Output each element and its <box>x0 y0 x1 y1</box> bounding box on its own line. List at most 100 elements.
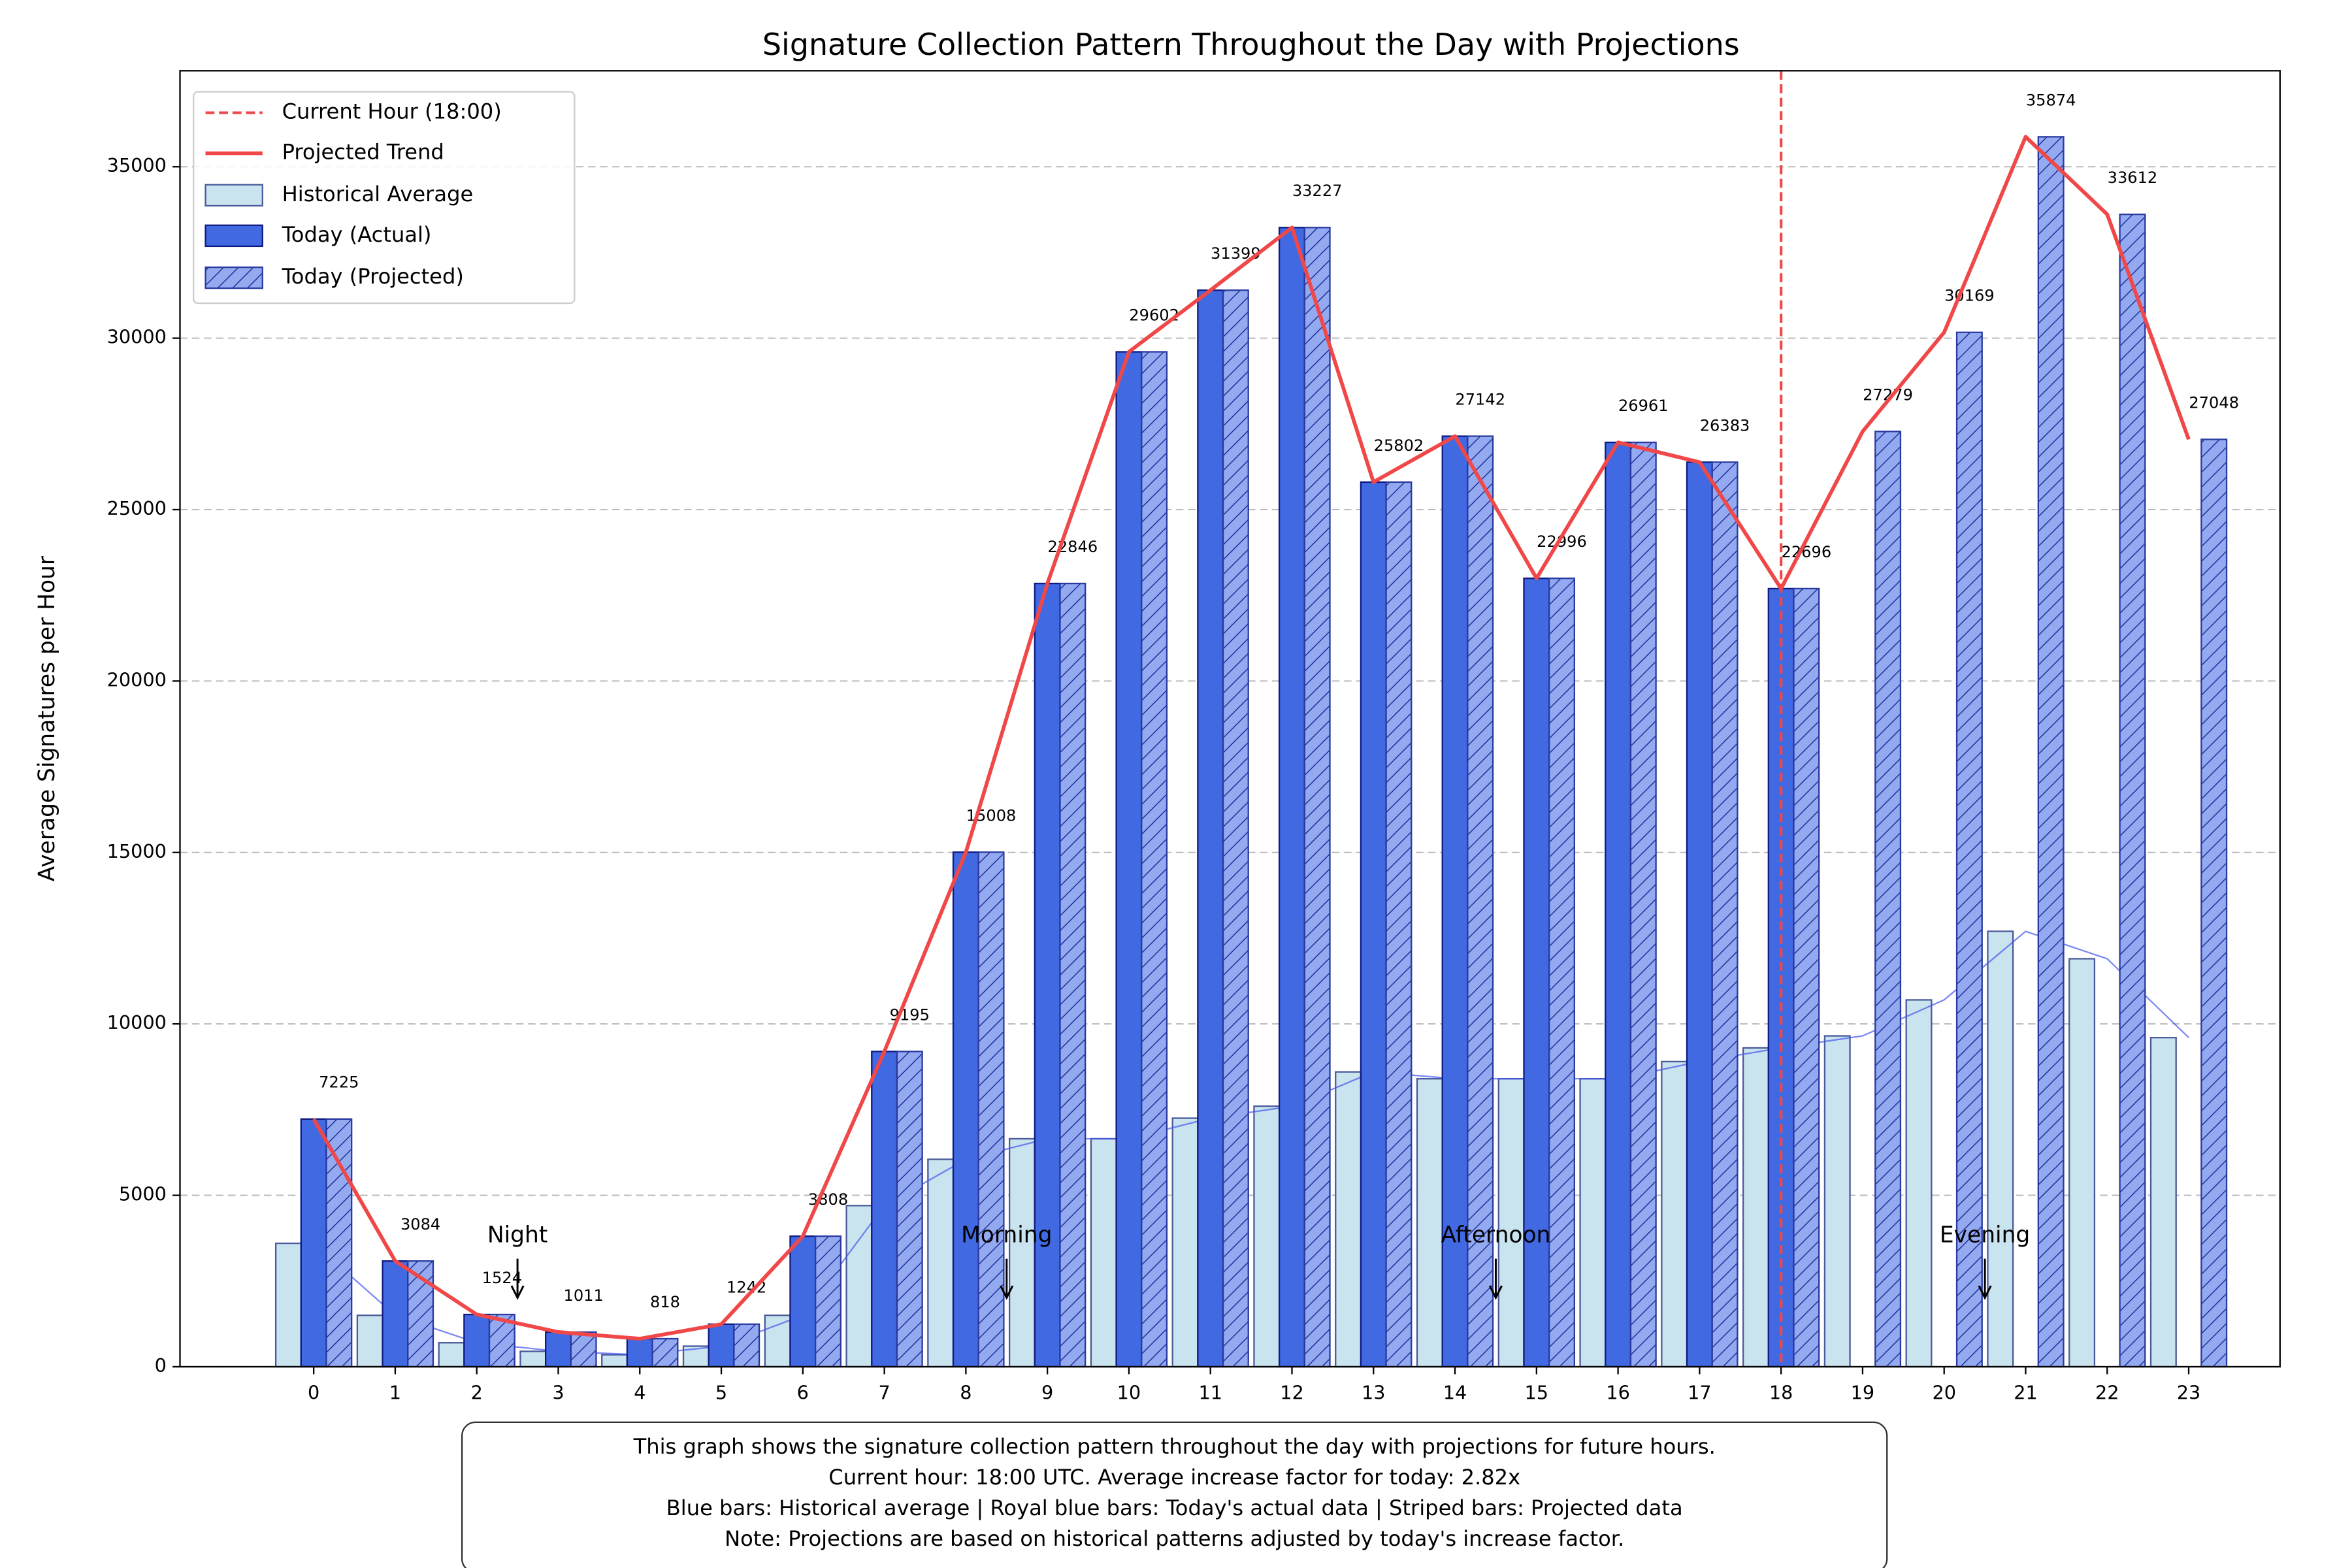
actual-bar <box>952 851 979 1368</box>
projected-bar <box>651 1337 679 1368</box>
value-label: 25802 <box>1374 436 1424 455</box>
legend-label: Historical Average <box>282 182 474 206</box>
historical-bar <box>1171 1117 1199 1368</box>
historical-bar <box>1742 1047 1769 1368</box>
x-tick-label: 2 <box>471 1381 483 1403</box>
value-label: 30169 <box>1944 287 1995 305</box>
projected-bar <box>1059 582 1086 1368</box>
annotation-arrow <box>1978 1258 1992 1300</box>
x-tick-label: 9 <box>1041 1381 1053 1403</box>
projected-bar <box>2119 213 2146 1368</box>
annotation-arrow <box>1488 1258 1503 1300</box>
historical-bar <box>356 1315 384 1368</box>
legend-symbol <box>204 224 263 248</box>
projected-bar <box>1548 578 1575 1368</box>
projected-bar <box>1222 289 1249 1368</box>
legend-label: Today (Projected) <box>282 264 464 289</box>
projected-bar <box>1467 435 1494 1368</box>
value-label: 3084 <box>400 1215 440 1233</box>
x-tick-label: 13 <box>1362 1381 1386 1403</box>
projected-trend <box>312 135 2191 1341</box>
projected-bar <box>1385 481 1413 1368</box>
footnote-box <box>461 1421 1888 1568</box>
x-tick-label: 3 <box>552 1381 564 1403</box>
x-tick-label: 14 <box>1443 1381 1467 1403</box>
value-label: 31399 <box>1211 244 1261 263</box>
value-label: 22846 <box>1048 538 1098 556</box>
actual-bar <box>1034 582 1061 1368</box>
value-label: 26961 <box>1618 397 1669 415</box>
actual-bar <box>1197 289 1224 1368</box>
footnote: This graph shows the signature collectio… <box>461 1421 1888 1568</box>
x-tick-label: 20 <box>1932 1381 1956 1403</box>
chart-title: Signature Collection Pattern Throughout … <box>762 27 1740 62</box>
y-axis-label: Average Signatures per Hour <box>34 555 60 881</box>
historical-bar <box>1823 1035 1851 1368</box>
projected-bar <box>2037 136 2065 1368</box>
y-tick-label: 10000 <box>107 1011 167 1034</box>
legend-label: Current Hour (18:00) <box>282 99 502 124</box>
historical-bar <box>274 1242 302 1368</box>
projected-bar <box>1793 587 1820 1368</box>
x-tick-label: 5 <box>715 1381 727 1403</box>
value-label: 3808 <box>808 1190 848 1209</box>
actual-bar <box>871 1051 898 1368</box>
x-tick-label: 19 <box>1851 1381 1875 1403</box>
x-tick-label: 12 <box>1280 1381 1304 1403</box>
historical-bar <box>2149 1037 2177 1368</box>
historical-bar <box>1579 1078 1607 1368</box>
actual-bar <box>544 1331 572 1368</box>
x-tick-label: 10 <box>1117 1381 1141 1403</box>
projected-bar <box>1955 331 1983 1368</box>
x-tick-label: 4 <box>634 1381 645 1403</box>
y-tick-label: 15000 <box>107 840 167 862</box>
annotation: Morning <box>961 1222 1052 1249</box>
actual-bar <box>382 1260 409 1368</box>
projected-bar <box>815 1235 841 1368</box>
actual-bar <box>1686 461 1713 1368</box>
y-tick-label: 35000 <box>107 154 167 176</box>
value-label: 33612 <box>2108 169 2158 187</box>
x-tick-label: 15 <box>1525 1381 1549 1403</box>
projected-bar <box>1874 431 1902 1368</box>
historical-bar <box>438 1342 465 1368</box>
historical-bar <box>2068 958 2096 1368</box>
projected-bar <box>570 1331 597 1368</box>
actual-bar <box>1360 481 1387 1368</box>
value-label: 26383 <box>1700 416 1750 434</box>
projected-bar <box>325 1118 353 1368</box>
x-tick-label: 11 <box>1198 1381 1222 1403</box>
actual-bar <box>708 1323 735 1368</box>
footnote-line: This graph shows the signature collectio… <box>633 1434 1716 1459</box>
historical-bar <box>1905 999 1933 1368</box>
legend-symbol <box>204 184 263 207</box>
historical-bar <box>1090 1137 1117 1368</box>
actual-bar <box>1523 578 1550 1368</box>
annotation-arrow <box>1000 1258 1014 1300</box>
historical-bar <box>1253 1105 1281 1368</box>
projected-bar <box>1303 227 1331 1368</box>
value-label: 1524 <box>482 1269 522 1287</box>
historical-bar <box>1416 1078 1443 1368</box>
annotation-arrow <box>510 1258 525 1300</box>
value-label: 22696 <box>1782 543 1832 561</box>
historical-bar <box>845 1205 873 1368</box>
annotation: Night <box>487 1222 547 1249</box>
x-tick-label: 16 <box>1606 1381 1630 1403</box>
legend-label: Today (Actual) <box>282 222 432 247</box>
value-label: 27142 <box>1455 391 1505 409</box>
x-tick-label: 6 <box>797 1381 809 1403</box>
x-tick-label: 8 <box>960 1381 972 1403</box>
actual-bar <box>1115 351 1143 1368</box>
legend-label: Projected Trend <box>282 140 444 165</box>
footnote-line: Current hour: 18:00 UTC. Average increas… <box>828 1465 1520 1490</box>
legend: Current Hour (18:00) Projected Trend Histo… <box>193 91 576 304</box>
actual-bar <box>1605 441 1632 1368</box>
projected-bar <box>896 1051 923 1368</box>
actual-bar <box>626 1337 653 1368</box>
projected-bar <box>1141 351 1168 1368</box>
projected-bar <box>1629 441 1657 1368</box>
actual-bar <box>463 1313 491 1368</box>
x-tick-label: 1 <box>389 1381 401 1403</box>
